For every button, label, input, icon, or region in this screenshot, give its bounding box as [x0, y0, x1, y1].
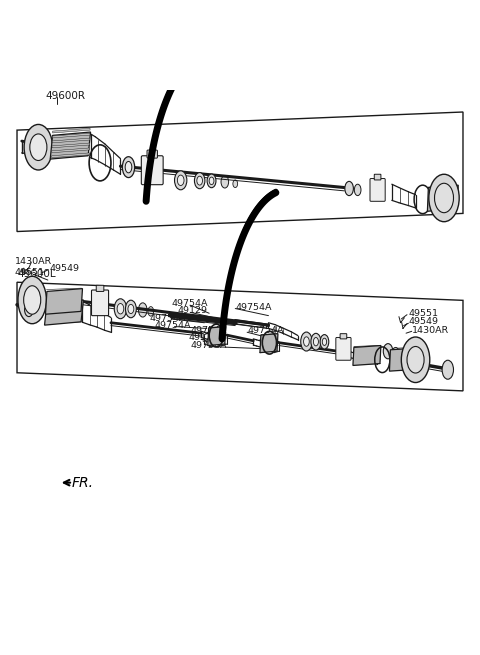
- Ellipse shape: [221, 176, 228, 188]
- Ellipse shape: [313, 337, 318, 346]
- Ellipse shape: [401, 337, 430, 383]
- Ellipse shape: [148, 307, 154, 316]
- FancyBboxPatch shape: [147, 150, 157, 158]
- Ellipse shape: [125, 161, 132, 173]
- Ellipse shape: [345, 181, 353, 196]
- Polygon shape: [427, 185, 458, 212]
- Text: 49129: 49129: [178, 307, 207, 316]
- FancyBboxPatch shape: [92, 290, 108, 316]
- FancyBboxPatch shape: [336, 337, 351, 360]
- Ellipse shape: [30, 134, 47, 160]
- Polygon shape: [52, 153, 90, 158]
- Text: 49551: 49551: [408, 309, 438, 318]
- Ellipse shape: [442, 360, 454, 379]
- Text: 49129: 49129: [189, 333, 219, 343]
- Ellipse shape: [24, 303, 33, 316]
- Ellipse shape: [24, 124, 53, 170]
- Ellipse shape: [197, 176, 203, 185]
- Polygon shape: [389, 347, 426, 371]
- Polygon shape: [45, 300, 84, 325]
- FancyBboxPatch shape: [374, 174, 381, 180]
- Ellipse shape: [301, 332, 312, 351]
- Ellipse shape: [429, 174, 459, 221]
- Text: 49600R: 49600R: [46, 91, 85, 101]
- Ellipse shape: [384, 344, 393, 359]
- Ellipse shape: [392, 347, 399, 358]
- Ellipse shape: [24, 286, 41, 314]
- Text: FR.: FR.: [72, 476, 94, 490]
- Ellipse shape: [407, 346, 424, 373]
- Polygon shape: [52, 138, 90, 143]
- Ellipse shape: [122, 157, 135, 178]
- FancyBboxPatch shape: [370, 179, 385, 201]
- Text: 49754A: 49754A: [247, 326, 284, 335]
- Polygon shape: [353, 346, 381, 365]
- Ellipse shape: [125, 300, 136, 318]
- Text: 49754A: 49754A: [171, 299, 208, 309]
- Text: 1430AR: 1430AR: [14, 257, 52, 265]
- Text: 49754A: 49754A: [190, 326, 227, 335]
- Text: 49600L: 49600L: [17, 269, 56, 280]
- Ellipse shape: [175, 171, 187, 190]
- Ellipse shape: [311, 333, 321, 350]
- FancyBboxPatch shape: [96, 286, 104, 291]
- FancyBboxPatch shape: [340, 333, 347, 339]
- Ellipse shape: [303, 337, 309, 346]
- Ellipse shape: [138, 303, 147, 317]
- Ellipse shape: [207, 174, 216, 188]
- Ellipse shape: [194, 172, 205, 189]
- FancyBboxPatch shape: [141, 156, 163, 185]
- Text: 49754A: 49754A: [190, 341, 227, 350]
- Text: 1430AR: 1430AR: [412, 326, 449, 335]
- Ellipse shape: [128, 305, 134, 314]
- Polygon shape: [52, 133, 90, 138]
- Polygon shape: [50, 132, 91, 159]
- Text: 49551: 49551: [14, 269, 45, 278]
- Polygon shape: [46, 289, 83, 314]
- Polygon shape: [260, 333, 278, 352]
- Ellipse shape: [209, 177, 214, 185]
- Ellipse shape: [31, 302, 43, 321]
- Ellipse shape: [320, 335, 329, 349]
- Polygon shape: [208, 327, 226, 346]
- Text: 49549: 49549: [49, 264, 79, 272]
- Polygon shape: [52, 148, 90, 153]
- Polygon shape: [53, 128, 90, 133]
- Text: 49754A: 49754A: [150, 314, 186, 322]
- Ellipse shape: [178, 175, 184, 185]
- Ellipse shape: [18, 276, 47, 324]
- Polygon shape: [52, 143, 90, 148]
- Text: 49754A: 49754A: [155, 321, 191, 329]
- Ellipse shape: [114, 299, 127, 319]
- Text: 49754A: 49754A: [235, 303, 272, 312]
- Ellipse shape: [322, 338, 326, 345]
- Text: 49549: 49549: [408, 317, 438, 326]
- Ellipse shape: [117, 303, 124, 314]
- Ellipse shape: [233, 180, 238, 187]
- Ellipse shape: [354, 184, 361, 196]
- Ellipse shape: [434, 183, 454, 213]
